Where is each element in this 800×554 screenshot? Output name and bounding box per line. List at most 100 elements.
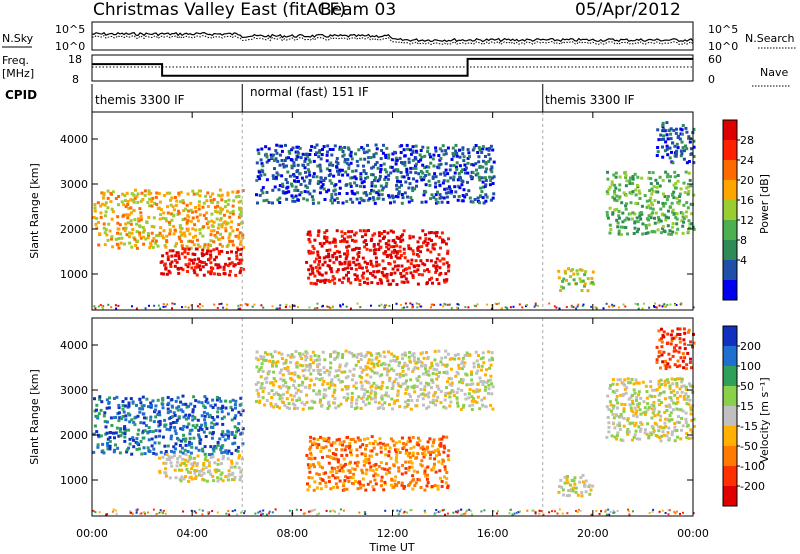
echo-cell (394, 458, 398, 462)
echo-cell (311, 201, 315, 205)
echo-cell (202, 478, 206, 482)
echo-cell (320, 185, 324, 189)
echo-cell (178, 468, 181, 472)
echo-cell (448, 187, 452, 191)
echo-cell (242, 245, 245, 249)
echo-cell (95, 403, 99, 407)
echo-cell (306, 482, 309, 486)
echo-cell (230, 461, 234, 465)
echo-cell (371, 233, 375, 237)
echo-cell (354, 386, 358, 390)
echo-cell (298, 193, 302, 197)
echo-cell (203, 445, 207, 449)
echo-cell (380, 271, 384, 274)
echo-cell (386, 177, 390, 181)
noise-panel: N.Sky 10^5 10^0 10^5 10^0 N.Search (2, 21, 797, 53)
echo-cell (292, 383, 295, 387)
echo-cell (442, 171, 446, 175)
echo-cell (426, 473, 429, 477)
echo-cell (569, 487, 573, 491)
echo-cell (686, 423, 690, 427)
echo-cell (172, 450, 176, 454)
echo-cell (397, 190, 401, 194)
echo-cell (480, 510, 483, 513)
echo-cell (172, 232, 176, 236)
echo-cell (337, 378, 341, 382)
echo-cell (591, 270, 595, 274)
echo-cell (165, 191, 169, 195)
echo-cell (137, 217, 140, 221)
echo-cell (355, 159, 359, 163)
echo-cell (430, 450, 434, 454)
echo-cell (666, 224, 670, 228)
echo-cell (359, 157, 363, 161)
echo-cell (170, 218, 174, 222)
echo-cell (668, 437, 671, 441)
echo-cell (138, 407, 142, 411)
echo-cell (216, 458, 220, 462)
echo-cell (290, 184, 294, 188)
echo-cell (136, 414, 140, 418)
echo-cell (332, 391, 336, 394)
echo-cell (221, 236, 225, 240)
echo-cell (373, 394, 377, 397)
echo-cell (315, 151, 319, 155)
echo-cell (468, 508, 471, 511)
echo-cell (127, 401, 131, 405)
echo-cell (663, 213, 667, 217)
echo-cell (682, 157, 686, 161)
echo-cell (280, 400, 284, 404)
echo-cell (424, 393, 428, 397)
echo-cell (276, 173, 280, 177)
echo-cell (340, 281, 344, 284)
echo-cell (482, 380, 486, 384)
echo-cell (366, 365, 369, 369)
echo-cell (300, 364, 304, 368)
echo-cell (409, 170, 413, 174)
echo-cell (457, 303, 460, 306)
echo-cell (146, 446, 150, 450)
echo-cell (301, 352, 305, 356)
echo-cell (236, 449, 240, 453)
echo-cell (364, 172, 368, 175)
echo-cell (661, 201, 665, 205)
noise-search-label: N.Search (745, 32, 795, 45)
echo-cell (456, 511, 459, 514)
color-scale-segment (723, 486, 737, 507)
echo-cell (182, 231, 186, 235)
echo-cell (229, 405, 233, 409)
echo-cell (460, 183, 464, 187)
echo-cell (685, 210, 688, 214)
echo-cell (185, 221, 189, 224)
echo-cell (434, 185, 438, 189)
echo-cell (562, 493, 566, 497)
echo-cell (426, 268, 429, 272)
echo-cell (138, 410, 142, 414)
echo-cell (333, 401, 337, 405)
echo-cell (364, 461, 368, 464)
echo-cell (647, 171, 651, 174)
echo-cell (191, 240, 194, 244)
echo-cell (487, 383, 491, 387)
echo-cell (115, 395, 119, 399)
echo-cell (269, 402, 273, 406)
color-scale-tick-label: 20 (740, 174, 754, 187)
echo-cell (624, 184, 628, 188)
echo-cell (306, 155, 310, 159)
echo-cell (197, 257, 200, 261)
echo-cell (349, 281, 353, 285)
echo-cell (214, 446, 218, 450)
echo-cell (420, 459, 424, 463)
echo-cell (348, 263, 352, 267)
echo-cell (677, 202, 681, 206)
echo-cell (164, 471, 168, 475)
echo-cell (346, 252, 350, 256)
echo-cell (406, 195, 409, 199)
echo-cell (659, 425, 663, 429)
echo-cell (631, 393, 635, 397)
echo-cell (669, 137, 673, 141)
echo-cell (178, 226, 182, 230)
echo-cell (378, 304, 381, 307)
echo-cell (658, 403, 661, 407)
echo-cell (341, 268, 345, 271)
